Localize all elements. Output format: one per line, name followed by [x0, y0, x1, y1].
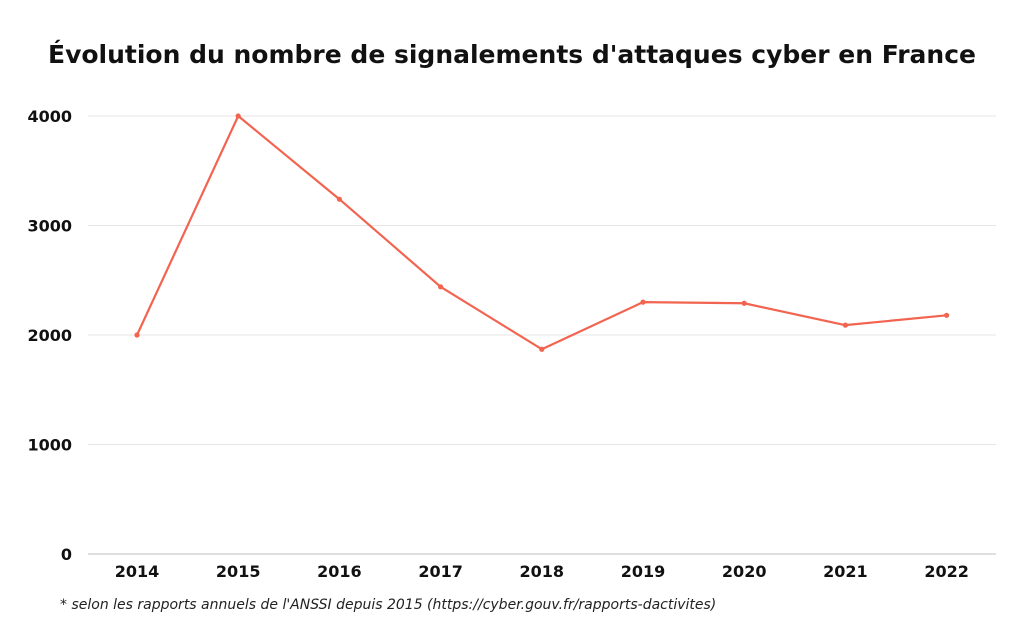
line-chart: 01000200030004000 2014 2015 2016 2017 2018 20…: [0, 0, 1024, 640]
x-tick-label: 2020: [722, 562, 767, 581]
data-point: [539, 347, 544, 352]
data-point: [640, 300, 645, 305]
x-tick-label: 2022: [924, 562, 969, 581]
data-point: [134, 332, 139, 337]
series-line: [137, 116, 947, 349]
y-tick-label: 3000: [27, 217, 72, 236]
data-point: [236, 113, 241, 118]
x-tick-label: 2014: [115, 562, 160, 581]
x-tick-label: 2021: [823, 562, 868, 581]
x-tick-label: 2015: [216, 562, 261, 581]
gridlines: [88, 116, 996, 554]
y-tick-label: 4000: [27, 107, 72, 126]
source-footnote: * selon les rapports annuels de l'ANSSI …: [60, 597, 716, 613]
x-axis-ticks: 2014 2015 2016 2017 2018 2019 2020 2021 2022: [115, 562, 969, 581]
data-point: [742, 301, 747, 306]
y-axis-ticks: 0 1000 2000 3000 4000: [27, 107, 72, 564]
data-point: [337, 197, 342, 202]
y-tick-label: 0: [61, 545, 72, 564]
x-tick-label: 2017: [418, 562, 463, 581]
y-tick-label: 1000: [27, 436, 72, 455]
y-tick-label: 2000: [27, 326, 72, 345]
x-tick-label: 2019: [621, 562, 666, 581]
data-point: [944, 313, 949, 318]
x-tick-label: 2016: [317, 562, 362, 581]
data-point: [438, 284, 443, 289]
data-point: [843, 323, 848, 328]
x-tick-label: 2018: [520, 562, 565, 581]
series-layer: [134, 113, 949, 351]
